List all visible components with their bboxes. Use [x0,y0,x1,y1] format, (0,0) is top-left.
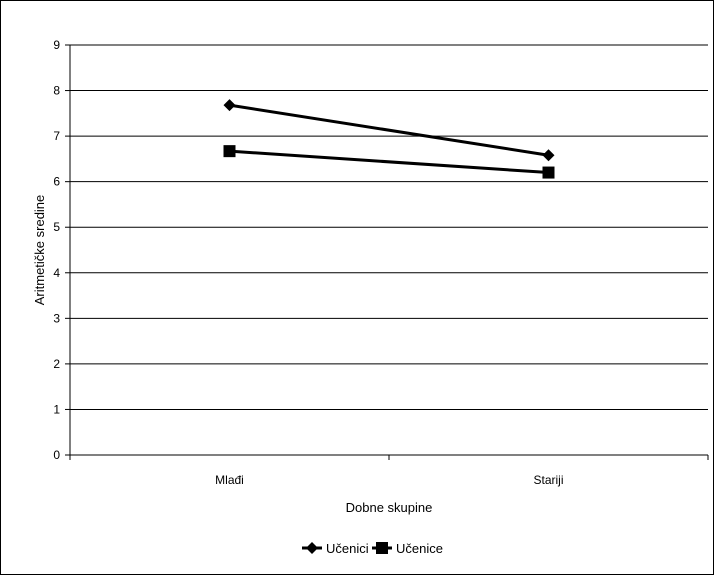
y-tick-label: 5 [53,220,60,234]
data-point-diamond [223,99,236,112]
y-tick-label: 1 [53,402,60,416]
series-line [229,149,549,175]
series-line [229,103,549,157]
data-point-diamond [542,149,555,162]
legend-item: Učenice [372,541,443,556]
axes [69,45,708,456]
legend-item: Učenici [302,541,369,556]
x-axis-title: Dobne skupine [346,500,433,515]
y-axis-title: Aritmetičke sredine [32,195,47,306]
gridlines [70,44,708,456]
y-tick-label: 6 [53,175,60,189]
y-tick-label: 4 [53,266,60,280]
y-tick-label: 8 [53,84,60,98]
x-axis-ticks: Mlađi Stariji [69,455,709,487]
y-tick-label: 0 [53,448,60,462]
legend-label: Učenici [326,541,369,556]
legend-marker-square [376,542,388,554]
data-point-square [542,166,555,179]
legend-marker-diamond [306,542,318,554]
y-axis-ticks: 0 1 2 3 4 5 6 7 8 9 [53,38,70,462]
y-tick-label: 2 [53,357,60,371]
y-tick-label: 7 [53,129,60,143]
legend: Učenici Učenice [302,541,443,556]
y-tick-label: 9 [53,38,60,52]
series-square [223,145,555,179]
series-diamond [223,99,555,162]
data-point-square [223,145,236,158]
y-tick-label: 3 [53,311,60,325]
x-tick-label: Stariji [533,473,563,487]
x-tick-label: Mlađi [215,473,244,487]
legend-label: Učenice [396,541,443,556]
series-group [223,99,555,179]
